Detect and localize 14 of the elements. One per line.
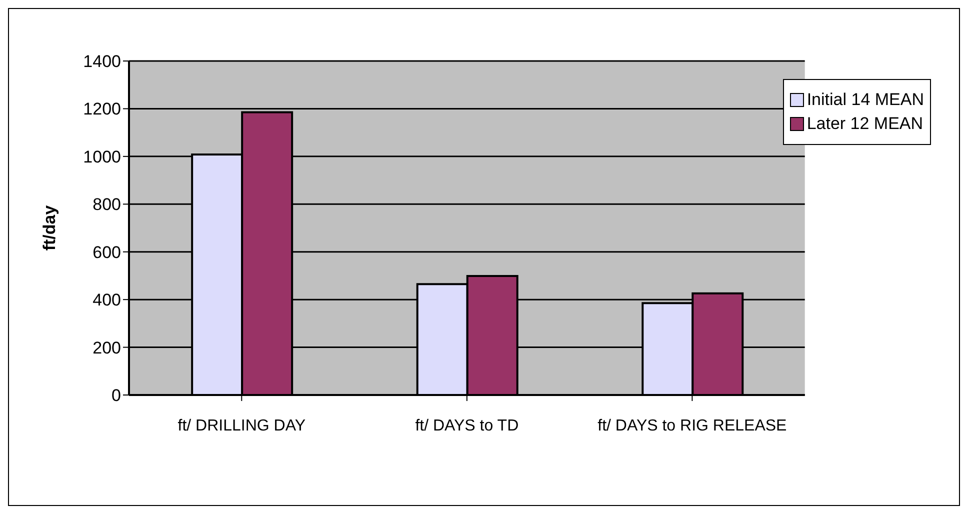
x-tick-label: ft/ DAYS to RIG RELEASE <box>598 417 787 434</box>
y-tick-label: 200 <box>92 338 121 358</box>
y-tick-label: 1200 <box>83 100 121 119</box>
x-tick-label: ft/ DRILLING DAY <box>178 417 306 434</box>
x-tick-label: ft/ DAYS to TD <box>415 417 519 434</box>
y-tick-label: 800 <box>92 195 121 214</box>
y-tick-label: 400 <box>92 290 121 310</box>
y-axis-title: ft/day <box>40 204 60 251</box>
y-tick-label: 600 <box>92 242 121 262</box>
legend-label: Initial 14 MEAN <box>806 90 924 110</box>
y-tick-label: 0 <box>112 386 121 406</box>
y-tick-label: 1400 <box>83 52 121 72</box>
y-tick-label: 1000 <box>83 147 121 166</box>
legend-label: Later 12 MEAN <box>806 114 924 134</box>
